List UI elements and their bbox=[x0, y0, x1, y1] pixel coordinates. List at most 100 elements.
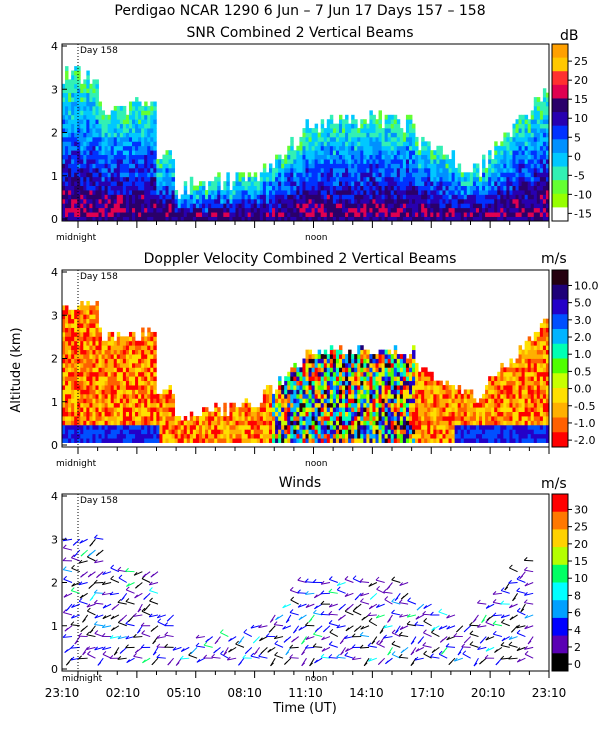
snr-cell bbox=[381, 136, 386, 142]
snr-cell bbox=[125, 181, 130, 186]
snr-cell bbox=[141, 216, 145, 222]
snr-cell bbox=[80, 88, 84, 94]
doppler-cell bbox=[308, 438, 312, 443]
snr-cell bbox=[247, 185, 252, 191]
doppler-cell bbox=[202, 416, 206, 421]
doppler-cell bbox=[345, 420, 349, 426]
doppler-cell bbox=[116, 345, 121, 351]
doppler-cell bbox=[323, 393, 328, 399]
snr-cell bbox=[302, 203, 306, 209]
snr-cell bbox=[284, 159, 288, 164]
snr-cell bbox=[427, 172, 431, 178]
snr-cell bbox=[345, 181, 349, 186]
doppler-cell bbox=[107, 389, 112, 395]
snr-cell bbox=[387, 190, 392, 195]
snr-cell bbox=[512, 172, 516, 178]
doppler-cell bbox=[65, 411, 69, 417]
doppler-cell bbox=[141, 376, 145, 382]
snr-cell bbox=[366, 145, 370, 151]
snr-cell bbox=[412, 150, 416, 156]
doppler-cell bbox=[110, 393, 115, 399]
snr-cell bbox=[384, 212, 389, 217]
doppler-cell bbox=[287, 402, 291, 408]
snr-cell bbox=[80, 132, 84, 138]
snr-cell bbox=[387, 194, 392, 200]
snr-cell bbox=[95, 141, 99, 147]
snr-cell bbox=[351, 141, 355, 147]
snr-cell bbox=[156, 207, 160, 213]
doppler-cell bbox=[77, 416, 81, 421]
snr-cell bbox=[159, 176, 163, 182]
doppler-cell bbox=[278, 398, 282, 404]
doppler-cell bbox=[311, 393, 316, 399]
doppler-cell bbox=[259, 420, 264, 426]
snr-cell bbox=[393, 185, 398, 191]
snr-cell bbox=[539, 136, 544, 142]
doppler-cell bbox=[92, 349, 96, 355]
doppler-cell bbox=[281, 398, 285, 404]
snr-cell bbox=[141, 185, 145, 191]
doppler-cell bbox=[363, 416, 367, 421]
snr-cell bbox=[278, 198, 282, 204]
snr-cell bbox=[351, 203, 355, 209]
snr-cell bbox=[381, 190, 386, 195]
snr-cell bbox=[475, 167, 480, 173]
snr-cell bbox=[396, 185, 401, 191]
snr-cell bbox=[144, 105, 148, 111]
doppler-cell bbox=[357, 380, 361, 386]
colorbar-swatch bbox=[552, 180, 568, 195]
doppler-cell bbox=[211, 420, 215, 426]
snr-cell bbox=[77, 185, 81, 191]
snr-cell bbox=[454, 190, 459, 195]
doppler-cell bbox=[150, 429, 154, 435]
snr-cell bbox=[80, 136, 84, 142]
snr-cell bbox=[375, 154, 379, 160]
snr-cell bbox=[74, 176, 78, 182]
snr-cell bbox=[113, 159, 118, 164]
snr-cell bbox=[80, 141, 84, 147]
doppler-cell bbox=[357, 398, 361, 404]
snr-cell bbox=[436, 190, 440, 195]
doppler-cell bbox=[308, 367, 312, 373]
doppler-cell bbox=[256, 420, 261, 426]
doppler-cell bbox=[241, 407, 246, 412]
snr-cell bbox=[396, 212, 401, 217]
snr-cell bbox=[202, 185, 206, 191]
snr-cell bbox=[436, 198, 440, 204]
doppler-cell bbox=[305, 429, 309, 435]
snr-cell bbox=[89, 128, 93, 133]
doppler-cell bbox=[311, 438, 316, 443]
snr-cell bbox=[533, 101, 538, 107]
snr-cell bbox=[314, 141, 319, 147]
snr-cell bbox=[335, 128, 340, 133]
snr-cell bbox=[390, 176, 395, 182]
snr-cell bbox=[62, 88, 66, 94]
snr-cell bbox=[357, 145, 361, 151]
snr-cell bbox=[284, 181, 288, 186]
snr-cell bbox=[132, 190, 136, 195]
doppler-cell bbox=[125, 376, 130, 382]
snr-cell bbox=[387, 167, 392, 173]
snr-cell bbox=[278, 181, 282, 186]
doppler-cell bbox=[74, 385, 78, 390]
snr-cell bbox=[533, 167, 538, 173]
snr-cell bbox=[545, 136, 550, 142]
snr-cell bbox=[311, 159, 316, 164]
snr-cell bbox=[308, 128, 312, 133]
snr-cell bbox=[150, 123, 154, 129]
snr-cell bbox=[119, 190, 124, 195]
doppler-cell bbox=[135, 433, 139, 439]
doppler-cell bbox=[208, 433, 212, 439]
doppler-cell bbox=[275, 416, 279, 421]
snr-cell bbox=[533, 132, 538, 138]
snr-cell bbox=[183, 190, 188, 195]
snr-cell bbox=[238, 194, 242, 200]
doppler-cell bbox=[241, 438, 246, 443]
snr-cell bbox=[533, 119, 538, 125]
doppler-cell bbox=[132, 376, 136, 382]
snr-cell bbox=[427, 159, 431, 164]
doppler-cell bbox=[323, 411, 328, 417]
snr-cell bbox=[107, 145, 112, 151]
snr-cell bbox=[463, 216, 468, 222]
snr-cell bbox=[235, 194, 239, 200]
